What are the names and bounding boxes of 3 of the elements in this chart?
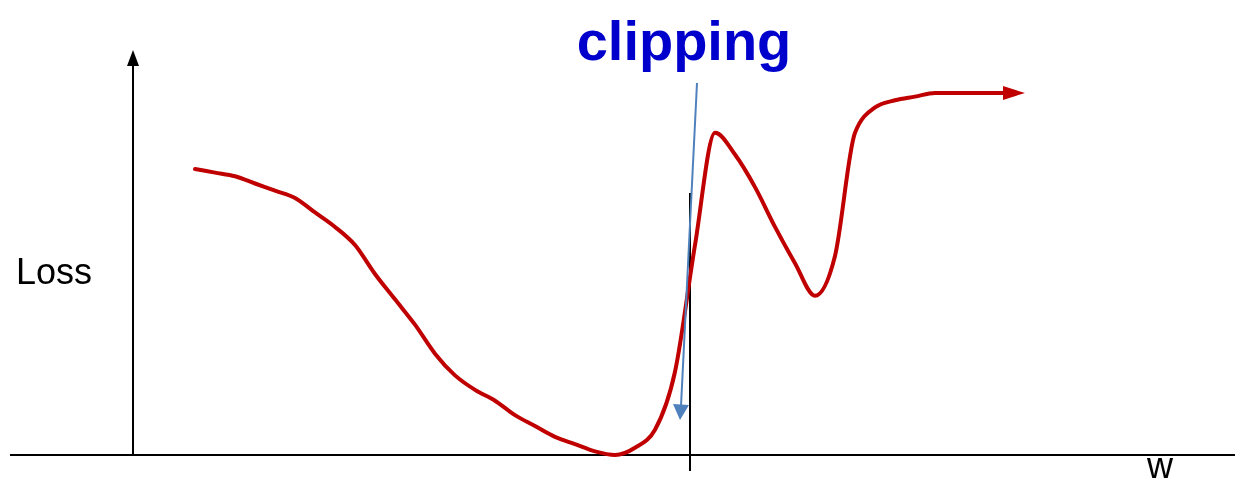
x-axis-title: w [1146, 445, 1174, 486]
chart-title: clipping [576, 9, 792, 72]
y-axis-title: Loss [16, 251, 93, 292]
